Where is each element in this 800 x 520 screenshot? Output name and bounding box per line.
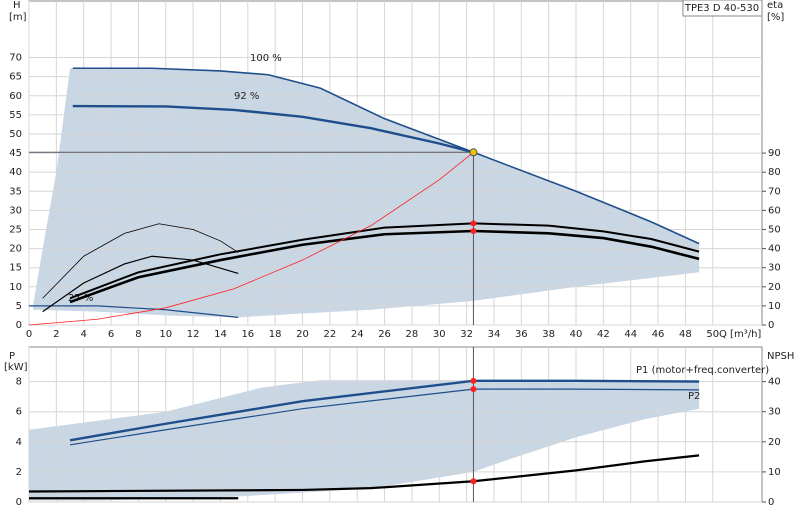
x-tick-label: 36 <box>515 329 528 340</box>
x-tick-label: 50 <box>706 329 719 340</box>
y-tick-label: 8 <box>16 377 22 388</box>
y-tick-label: 35 <box>9 186 22 197</box>
duty-point <box>470 386 477 393</box>
x-tick-label: 22 <box>323 329 336 340</box>
y-unit: [m] <box>9 12 27 23</box>
x-tick-label: 14 <box>214 329 227 340</box>
curve-label: P2 <box>688 391 700 402</box>
y-tick-label: 30 <box>9 205 22 216</box>
curve <box>72 67 700 245</box>
y2-tick-label: 10 <box>768 467 781 478</box>
operating-range <box>33 68 700 318</box>
y-tick-label: 50 <box>9 129 22 140</box>
x-tick-label: 34 <box>488 329 501 340</box>
curve <box>42 255 239 313</box>
y-unit: [kW] <box>4 362 28 373</box>
y2-tick-label: 60 <box>768 205 781 216</box>
x-tick-label: 16 <box>241 329 254 340</box>
y-label: H <box>13 0 21 11</box>
y2-tick-label: 30 <box>768 407 781 418</box>
curve <box>42 223 239 299</box>
curve <box>69 229 700 304</box>
curve-label: P1 (motor+freq.converter) <box>636 365 769 376</box>
x-tick-label: 4 <box>81 329 87 340</box>
curve-label: 92 % <box>234 91 259 102</box>
chart-title: TPE3 D 40-530 <box>684 3 759 14</box>
y-tick-label: 6 <box>16 407 22 418</box>
y2-tick-label: 90 <box>768 148 781 159</box>
x-tick-label: 2 <box>53 329 59 340</box>
y-tick-label: 0 <box>16 320 22 331</box>
x-tick-label: 30 <box>433 329 446 340</box>
y-tick-label: 2 <box>16 467 22 478</box>
y-tick-label: 4 <box>16 437 22 448</box>
curve-label: 100 % <box>250 53 282 64</box>
duty-point <box>470 478 477 485</box>
y2-tick-label: 20 <box>768 437 781 448</box>
y-tick-label: 25 <box>9 224 22 235</box>
y-tick-label: 20 <box>9 244 22 255</box>
y-tick-label: 40 <box>9 167 22 178</box>
curve <box>28 151 474 326</box>
x-tick-label: 40 <box>570 329 583 340</box>
y-tick-label: 60 <box>9 91 22 102</box>
y2-tick-label: 40 <box>768 377 781 388</box>
y-tick-label: 15 <box>9 263 22 274</box>
y2-tick-label: 50 <box>768 224 781 235</box>
y-tick-label: 65 <box>9 72 22 83</box>
curve <box>29 305 239 318</box>
y-tick-label: 10 <box>9 282 22 293</box>
x-tick-label: 48 <box>679 329 692 340</box>
y-tick-label: 0 <box>16 497 22 508</box>
y-tick-label: 5 <box>16 301 22 312</box>
x-tick-label: 10 <box>159 329 172 340</box>
title-box <box>682 0 763 17</box>
duty-point <box>470 228 477 235</box>
y2-tick-label: 30 <box>768 263 781 274</box>
curve <box>69 388 700 446</box>
y2-tick-label: 0 <box>768 497 774 508</box>
operating-point <box>469 148 478 157</box>
y2-tick-label: 40 <box>768 244 781 255</box>
y-tick-label: 45 <box>9 148 22 159</box>
x-tick-label: 44 <box>624 329 637 340</box>
x-tick-label: 38 <box>542 329 555 340</box>
y2-tick-label: 20 <box>768 282 781 293</box>
curve <box>69 222 700 300</box>
x-tick-label: 18 <box>269 329 282 340</box>
y2-tick-label: 10 <box>768 301 781 312</box>
x-tick-label: 20 <box>296 329 309 340</box>
x-tick-label: 6 <box>108 329 114 340</box>
curve <box>69 379 700 442</box>
y2-unit: [%] <box>767 12 784 23</box>
x-label: Q [m³/h] <box>719 329 761 340</box>
duty-point <box>470 220 477 227</box>
y2-tick-label: 0 <box>768 320 774 331</box>
y-tick-label: 55 <box>9 110 22 121</box>
y-label: P <box>9 351 15 362</box>
y2-label: NPSH <box>767 351 794 362</box>
y2-label: eta <box>767 0 783 11</box>
x-tick-label: 42 <box>597 329 610 340</box>
y-tick-label: 70 <box>9 53 22 64</box>
x-tick-label: 46 <box>652 329 665 340</box>
curve <box>72 104 474 154</box>
x-tick-label: 32 <box>460 329 473 340</box>
x-tick-label: 28 <box>406 329 419 340</box>
x-tick-label: 12 <box>187 329 200 340</box>
duty-point <box>470 377 477 384</box>
x-tick-label: 26 <box>378 329 391 340</box>
x-tick-label: 0 <box>26 329 32 340</box>
y2-tick-label: 80 <box>768 167 781 178</box>
y2-tick-label: 70 <box>768 186 781 197</box>
x-tick-label: 8 <box>135 329 141 340</box>
x-tick-label: 24 <box>351 329 364 340</box>
operating-range <box>29 380 700 501</box>
